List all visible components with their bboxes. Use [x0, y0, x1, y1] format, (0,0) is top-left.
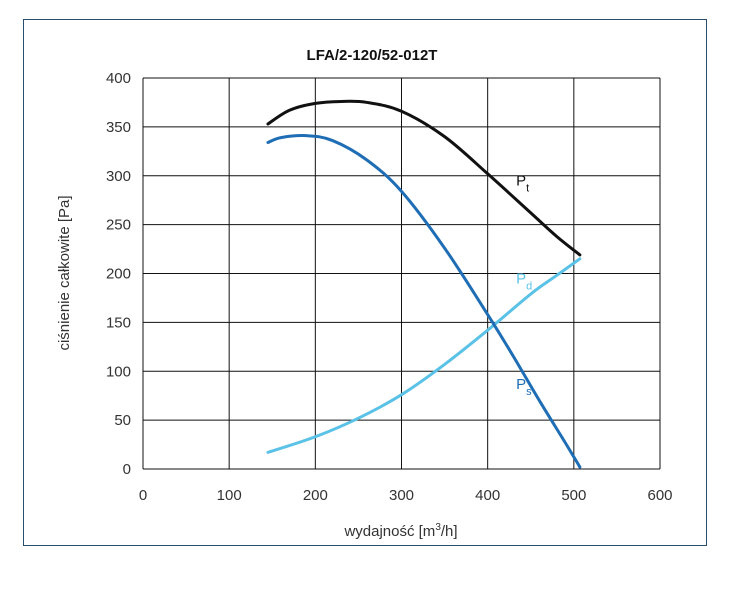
x-axis-label: wydajność [m3/h]: [343, 522, 457, 540]
y-tick-label: 300: [106, 168, 131, 185]
series-label-main: P: [516, 376, 526, 393]
y-tick-label: 100: [106, 363, 131, 380]
grid: [142, 77, 661, 470]
x-tick-label: 600: [647, 487, 672, 504]
series-label-main: P: [516, 270, 526, 287]
series-label-pd: Pd: [516, 270, 532, 292]
x-tick-label: 200: [303, 487, 328, 504]
chart-title: LFA/2-120/52-012T: [307, 47, 438, 64]
y-tick-label: 50: [114, 412, 131, 429]
y-tick-label: 350: [106, 119, 131, 136]
x-tick-label: 300: [389, 487, 414, 504]
tick-labels: 0 100 200 300 400 500 600 0 50 100 150 200 250 300 350…: [106, 70, 673, 504]
x-tick-label: 500: [561, 487, 586, 504]
series-label-pt: Pt: [516, 173, 529, 195]
y-tick-label: 0: [123, 461, 131, 478]
series-label-sub: d: [526, 280, 532, 292]
series-line-pt: [266, 99, 582, 257]
x-tick-label: 400: [475, 487, 500, 504]
y-tick-label: 400: [106, 70, 131, 87]
series-line-ps: [266, 134, 582, 469]
y-tick-label: 150: [106, 314, 131, 331]
curves: [266, 99, 582, 469]
chart-frame: [23, 19, 707, 546]
x-axis-label-sup: 3: [435, 522, 441, 533]
series-label-main: P: [516, 173, 526, 190]
x-tick-label: 0: [139, 487, 147, 504]
series-label-sub: t: [526, 183, 529, 195]
x-axis-label-main: wydajność [m: [343, 523, 435, 540]
y-axis-label: ciśnienie całkowite [Pa]: [56, 195, 73, 350]
series-line-pd: [266, 257, 582, 454]
y-tick-label: 250: [106, 217, 131, 234]
x-axis-label-tail: /h]: [441, 523, 458, 540]
y-tick-label: 200: [106, 266, 131, 283]
x-tick-label: 100: [217, 487, 242, 504]
series-label-sub: s: [526, 386, 532, 398]
series-label-ps: Ps: [516, 376, 532, 398]
